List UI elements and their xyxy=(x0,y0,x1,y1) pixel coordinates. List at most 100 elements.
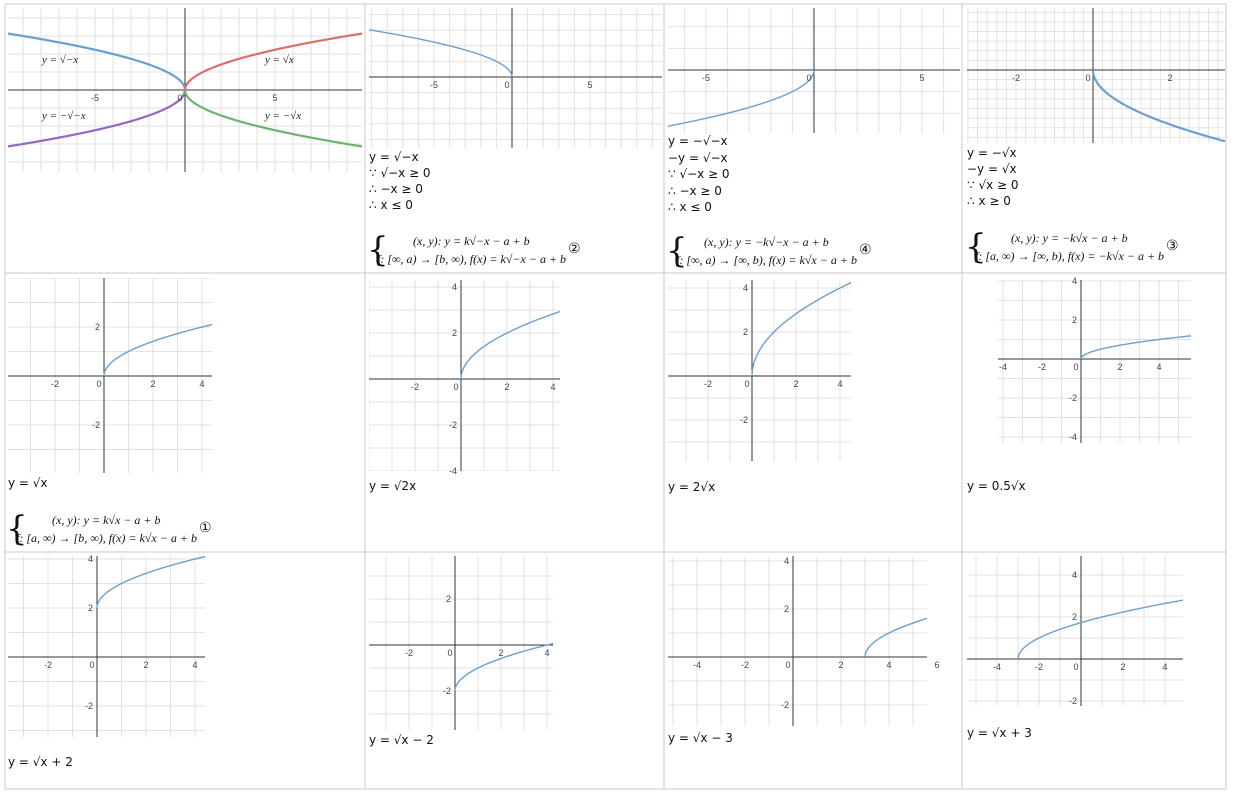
graph xyxy=(668,280,851,461)
formula-line: ∵ √−x ≥ 0 xyxy=(668,167,730,181)
x-tick-label: 2 xyxy=(1120,662,1125,672)
system-line: (x, y): y = −k√−x − a + b xyxy=(704,235,829,249)
y-tick-label: -4 xyxy=(449,466,457,476)
formula-line: ∴ −x ≥ 0 xyxy=(668,183,722,198)
curve xyxy=(1017,599,1183,660)
y-tick-label: -2 xyxy=(1069,393,1077,403)
x-tick-label: -2 xyxy=(1038,362,1046,372)
curve xyxy=(8,89,187,148)
x-tick-label: 2 xyxy=(143,660,148,670)
curve xyxy=(1091,69,1225,143)
graph xyxy=(967,8,1225,143)
curve xyxy=(183,32,362,91)
curve xyxy=(96,556,205,609)
curve xyxy=(751,282,851,377)
graph xyxy=(668,8,960,133)
brace: { xyxy=(6,509,28,549)
y-tick-label: -2 xyxy=(1069,696,1077,706)
marker: ③ xyxy=(1166,238,1179,254)
y-tick-label: 2 xyxy=(1072,612,1077,622)
y-tick-label: 2 xyxy=(784,604,789,614)
x-tick-label: 0 xyxy=(447,648,452,658)
x-tick-label: 2 xyxy=(838,660,843,670)
x-tick-label: 5 xyxy=(587,80,592,90)
formula-line: y = √x xyxy=(8,476,48,490)
x-tick-label: -2 xyxy=(44,660,52,670)
brace: { xyxy=(367,230,389,270)
curve xyxy=(183,89,362,148)
y-tick-label: 2 xyxy=(95,322,100,332)
x-tick-label: 0 xyxy=(96,379,101,389)
x-tick-label: 2 xyxy=(1117,362,1122,372)
curve-label: y = −√−x xyxy=(41,110,86,122)
formula-line: ∵ √x ≥ 0 xyxy=(967,178,1019,192)
x-tick-label: 0 xyxy=(504,80,509,90)
x-tick-label: 2 xyxy=(793,379,798,389)
x-tick-label: 4 xyxy=(1156,362,1161,372)
x-tick-label: 5 xyxy=(272,93,277,103)
curve xyxy=(864,617,927,658)
curve-label: y = −√x xyxy=(264,110,301,122)
marker: ④ xyxy=(859,242,872,258)
formula-line: y = √x − 3 xyxy=(668,731,733,745)
curve xyxy=(8,32,187,91)
system-line: (x, y): y = k√x − a + b xyxy=(52,513,161,527)
formula-line: ∴ x ≤ 0 xyxy=(668,200,712,214)
graph xyxy=(668,556,927,726)
x-tick-label: 2 xyxy=(498,648,503,658)
x-tick-label: -2 xyxy=(405,648,413,658)
graph xyxy=(369,556,553,730)
x-tick-label: -4 xyxy=(993,662,1001,672)
y-tick-label: 2 xyxy=(1072,315,1077,325)
x-tick-label: -4 xyxy=(999,362,1007,372)
x-tick-label: -2 xyxy=(411,382,419,392)
curve xyxy=(460,310,560,380)
curve xyxy=(668,69,815,127)
marker: ② xyxy=(568,241,581,257)
system-line: f: [∞, a) → [b, ∞), f(x) = k√−x − a + b xyxy=(377,252,567,266)
x-tick-label: -4 xyxy=(693,660,701,670)
system-line: (x, y): y = −k√x − a + b xyxy=(1011,231,1128,245)
brace: { xyxy=(666,231,688,271)
x-tick-label: -2 xyxy=(51,379,59,389)
x-tick-label: 4 xyxy=(199,379,204,389)
y-tick-label: -2 xyxy=(443,686,451,696)
x-tick-label: 0 xyxy=(785,660,790,670)
curve xyxy=(454,642,553,692)
formula-line: −y = √−x xyxy=(668,150,728,165)
y-tick-label: 4 xyxy=(743,283,748,293)
graph xyxy=(8,556,205,737)
x-tick-label: -2 xyxy=(1012,73,1020,83)
y-tick-label: 4 xyxy=(1072,570,1077,580)
formula-line: y = −√x xyxy=(967,146,1017,160)
y-tick-label: 2 xyxy=(446,594,451,604)
y-tick-label: 2 xyxy=(743,327,748,337)
graph xyxy=(967,556,1183,706)
system-line: f: [a, ∞) → [b, ∞), f(x) = k√x − a + b xyxy=(16,531,197,545)
formula-line: y = 0.5√x xyxy=(967,479,1026,493)
x-tick-label: -5 xyxy=(91,93,99,103)
x-tick-label: 2 xyxy=(504,382,509,392)
graph xyxy=(8,278,212,473)
x-tick-label: 0 xyxy=(1073,362,1078,372)
formula-line: ∴ x ≤ 0 xyxy=(369,198,413,212)
x-tick-label: 0 xyxy=(806,73,811,83)
x-tick-label: 4 xyxy=(544,648,549,658)
system-line: f: [a, ∞) → [∞, b), f(x) = −k√x − a + b xyxy=(975,249,1165,263)
system-line: f: [∞, a) → [∞, b), f(x) = k√x − a + b xyxy=(676,253,857,267)
curve xyxy=(369,29,513,78)
graph xyxy=(369,8,662,148)
x-tick-label: 0 xyxy=(1085,73,1090,83)
y-tick-label: -2 xyxy=(449,420,457,430)
y-tick-label: 2 xyxy=(88,603,93,613)
brace: { xyxy=(965,227,987,267)
x-tick-label: 4 xyxy=(837,379,842,389)
x-tick-label: 6 xyxy=(934,660,939,670)
formula-line: y = √−x xyxy=(369,150,419,164)
formula-line: ∴ x ≥ 0 xyxy=(967,194,1011,208)
formula-line: y = √x + 2 xyxy=(8,755,73,769)
y-tick-label: 4 xyxy=(88,554,93,564)
marker: ① xyxy=(199,520,212,536)
